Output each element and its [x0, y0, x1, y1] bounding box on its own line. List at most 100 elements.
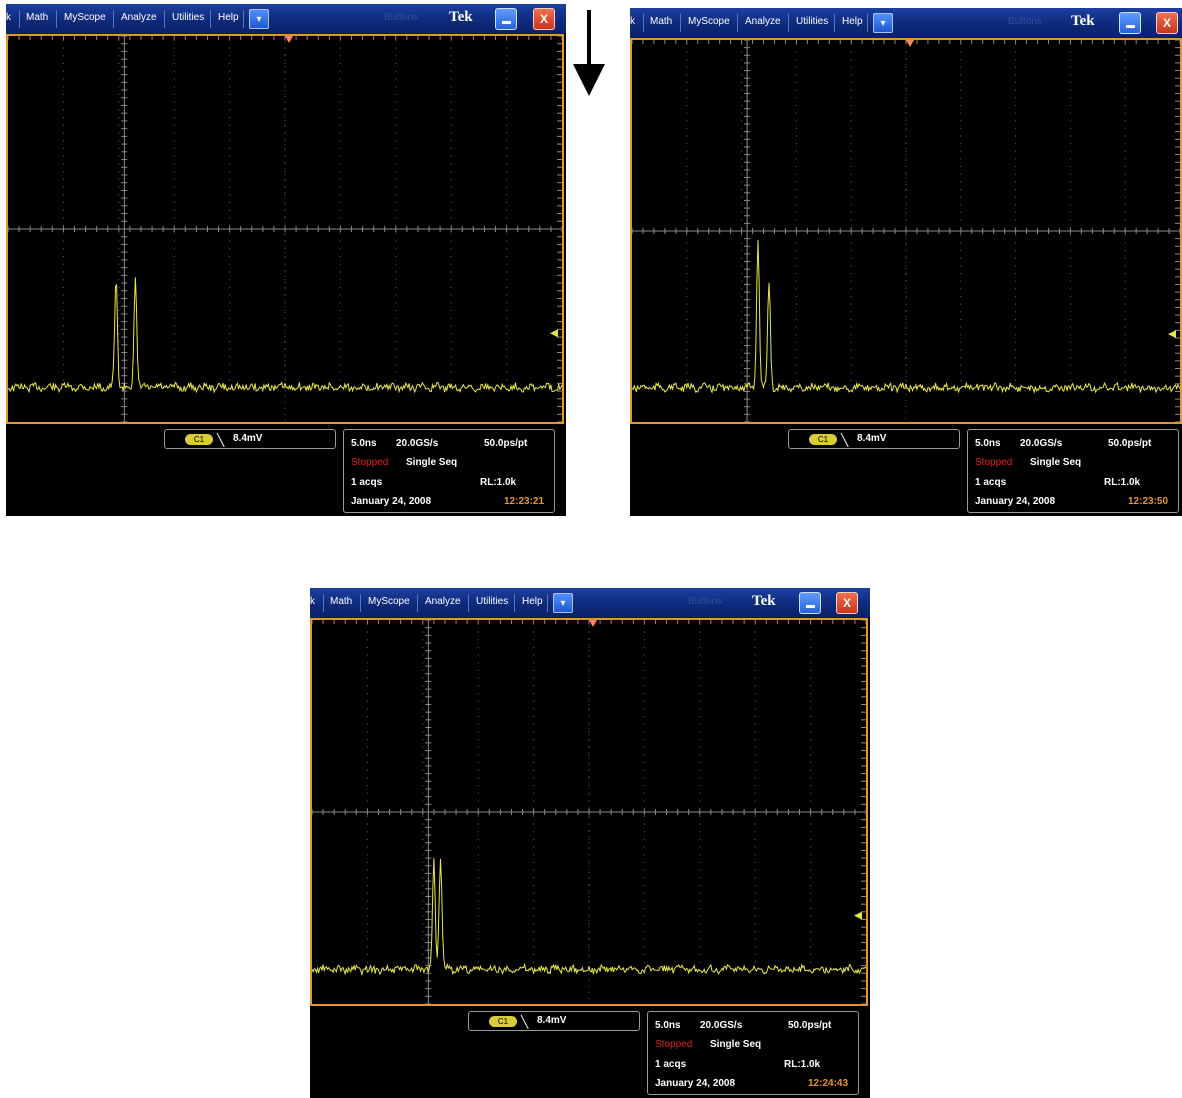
grid-dot: [229, 240, 231, 242]
grid-dot: [741, 234, 743, 236]
close-button[interactable]: X: [836, 592, 858, 614]
grid-dot: [533, 646, 535, 648]
grid-dot: [422, 623, 424, 625]
grid-dot: [395, 294, 397, 296]
minimize-button[interactable]: [799, 592, 821, 614]
menu-dropdown-button[interactable]: ▾: [553, 593, 573, 613]
grid-dot: [395, 379, 397, 381]
menu-item-myscope[interactable]: MyScope: [688, 16, 730, 27]
grid-dot: [395, 86, 397, 88]
grid-dot: [229, 317, 231, 319]
grid-dot: [905, 295, 907, 297]
grid-dot: [284, 294, 286, 296]
grid-dot: [366, 815, 368, 817]
grid-dot: [118, 93, 120, 95]
waveform-graticule[interactable]: [310, 618, 868, 1006]
grid-dot: [686, 227, 688, 229]
close-button[interactable]: X: [533, 8, 555, 30]
grid-dot: [643, 708, 645, 710]
menu-item-math[interactable]: Math: [26, 12, 49, 23]
menu-item-utilities[interactable]: Utilities: [796, 16, 829, 27]
grid-dot: [850, 112, 852, 114]
grid-dot: [229, 86, 231, 88]
grid-dot: [1069, 219, 1071, 221]
close-button[interactable]: X: [1156, 12, 1178, 34]
menu-item-math[interactable]: Math: [650, 16, 673, 27]
grid-dot: [1069, 188, 1071, 190]
grid-dot: [506, 302, 508, 304]
minimize-button[interactable]: [495, 8, 517, 30]
grid-dot: [366, 792, 368, 794]
acquisition-readout[interactable]: 5.0ns 20.0GS/s 50.0ps/pt Stopped Single …: [967, 429, 1179, 513]
grid-dot: [754, 639, 756, 641]
grid-dot: [422, 915, 424, 917]
acquisition-readout[interactable]: 5.0ns 20.0GS/s 50.0ps/pt Stopped Single …: [343, 429, 555, 513]
grid-dot: [118, 78, 120, 80]
menu-item-help[interactable]: Help: [842, 16, 863, 27]
menu-item-myscope[interactable]: MyScope: [64, 12, 106, 23]
grid-dot: [118, 286, 120, 288]
grid-dot: [741, 273, 743, 275]
grid-dot: [533, 639, 535, 641]
grid-dot: [686, 120, 688, 122]
tek-logo: Tek: [1071, 13, 1095, 29]
waveform-graticule[interactable]: [6, 34, 564, 424]
menu-item-file[interactable]: k: [6, 12, 11, 23]
grid-dot: [850, 372, 852, 374]
grid-dot: [588, 708, 590, 710]
acquisition-readout[interactable]: 5.0ns 20.0GS/s 50.0ps/pt Stopped Single …: [647, 1011, 859, 1095]
acquisition-state: Stopped: [655, 1039, 693, 1050]
grid-dot: [850, 204, 852, 206]
grid-dot: [450, 171, 452, 173]
menu-item-help[interactable]: Help: [218, 12, 239, 23]
grid-dot: [284, 348, 286, 350]
grid-dot: [699, 915, 701, 917]
grid-dot: [754, 846, 756, 848]
grid-dot: [643, 831, 645, 833]
menu-item-analyze[interactable]: Analyze: [745, 16, 781, 27]
grid-dot: [118, 271, 120, 273]
menu-item-analyze[interactable]: Analyze: [121, 12, 157, 23]
menu-dropdown-button[interactable]: ▾: [873, 13, 893, 33]
menu-item-file[interactable]: k: [630, 16, 635, 27]
grid-dot: [699, 877, 701, 879]
trigger-readout[interactable]: C1 ╲ 8.4mV: [468, 1011, 640, 1031]
menu-item-file[interactable]: k: [310, 596, 315, 607]
waveform-graticule[interactable]: [630, 38, 1182, 424]
grid-dot: [477, 639, 479, 641]
minimize-button[interactable]: [1119, 12, 1141, 34]
grid-dot: [229, 340, 231, 342]
menu-item-analyze[interactable]: Analyze: [425, 596, 461, 607]
grid-dot: [450, 140, 452, 142]
grid-dot: [477, 900, 479, 902]
grid-dot: [533, 669, 535, 671]
grid-dot: [118, 302, 120, 304]
grid-dot: [506, 55, 508, 57]
grid-dot: [699, 739, 701, 741]
grid-dot: [699, 800, 701, 802]
trigger-readout[interactable]: C1 ╲ 8.4mV: [788, 429, 960, 449]
grid-dot: [850, 273, 852, 275]
waveform-trace: [8, 277, 562, 394]
trigger-readout[interactable]: C1 ╲ 8.4mV: [164, 429, 336, 449]
grid-dot: [173, 217, 175, 219]
menu-item-utilities[interactable]: Utilities: [172, 12, 205, 23]
grid-dot: [643, 854, 645, 856]
grid-dot: [173, 333, 175, 335]
menu-item-help[interactable]: Help: [522, 596, 543, 607]
menu-item-myscope[interactable]: MyScope: [368, 596, 410, 607]
menu-item-utilities[interactable]: Utilities: [476, 596, 509, 607]
grid-dot: [810, 785, 812, 787]
grid-dot: [284, 325, 286, 327]
grid-dot: [741, 112, 743, 114]
grid-dot: [795, 59, 797, 61]
grid-dot: [477, 854, 479, 856]
grid-dot: [699, 654, 701, 656]
menu-item-math[interactable]: Math: [330, 596, 353, 607]
grid-dot: [366, 677, 368, 679]
menu-dropdown-button[interactable]: ▾: [249, 9, 269, 29]
grid-dot: [1124, 204, 1126, 206]
grid-dot: [118, 124, 120, 126]
grid-dot: [118, 333, 120, 335]
grid-dot: [1124, 280, 1126, 282]
